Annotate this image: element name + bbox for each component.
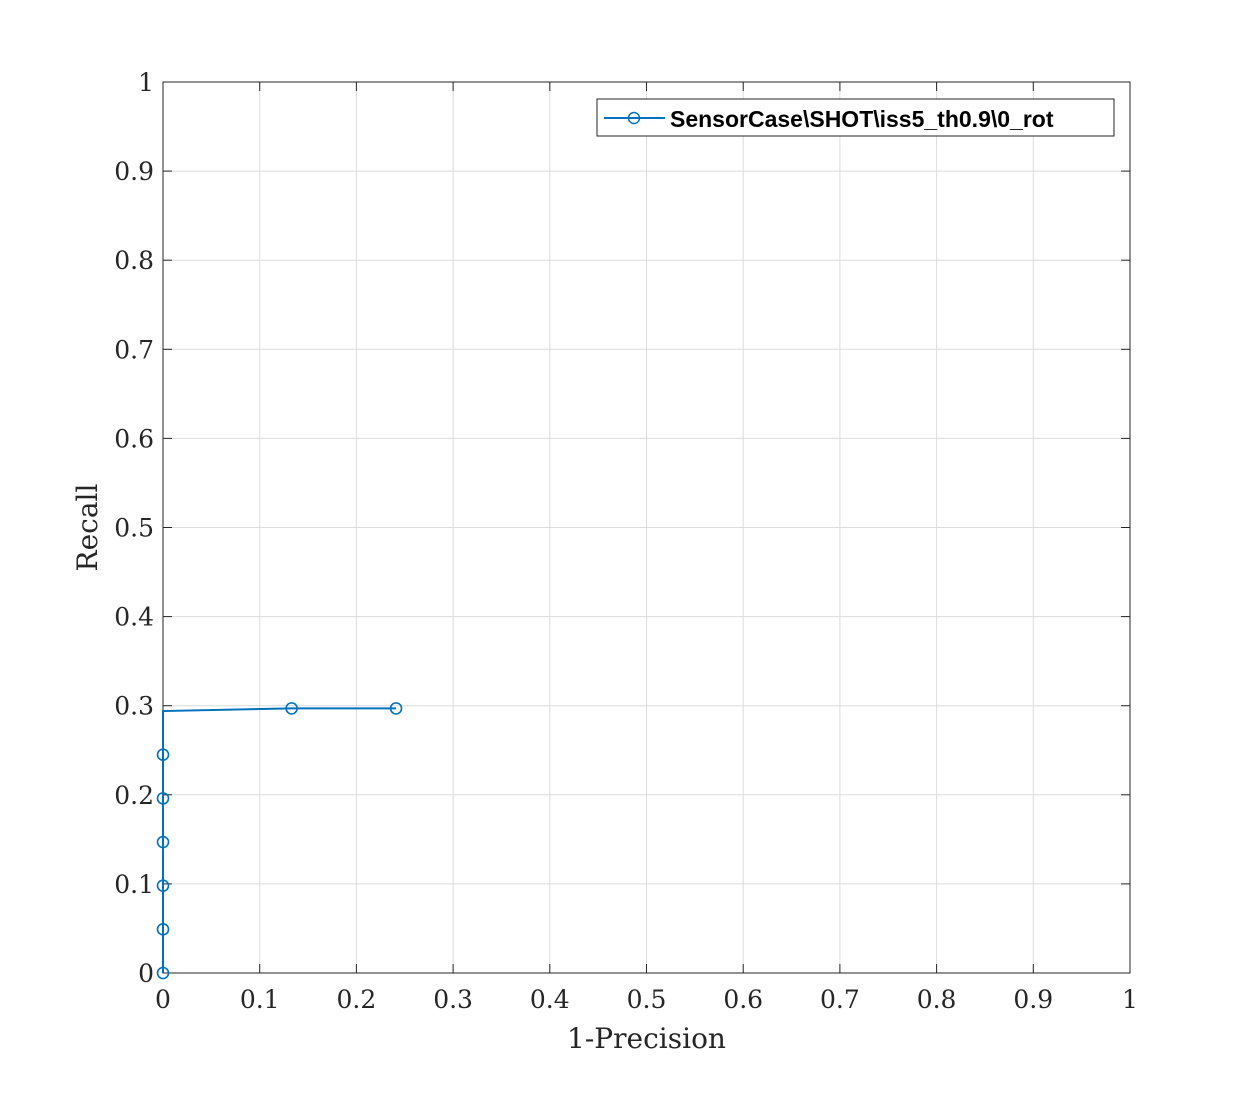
tick-labels: 0 0.1 0.2 0.3 0.4 0.5 0.6 0.7 0.8 0.9 1 0 0.1 0.2 0.3 0… bbox=[114, 68, 1138, 1014]
y-tick-label: 0.8 bbox=[114, 246, 154, 275]
grid bbox=[163, 82, 1130, 973]
y-tick-label: 0.6 bbox=[114, 424, 154, 453]
x-tick-label: 0.3 bbox=[433, 985, 473, 1014]
legend: SensorCase\SHOT\iss5_th0.9\0_rot bbox=[596, 98, 1115, 137]
x-tick-label: 0.6 bbox=[723, 985, 763, 1014]
legend-box bbox=[596, 98, 1115, 137]
y-tick-label: 0.3 bbox=[114, 692, 154, 721]
x-tick-label: 0.4 bbox=[530, 985, 570, 1014]
x-tick-label: 0.2 bbox=[337, 985, 377, 1014]
data-point bbox=[156, 966, 170, 980]
y-tick-label: 0.1 bbox=[114, 870, 154, 899]
data-point bbox=[156, 879, 170, 892]
data-point bbox=[285, 702, 298, 715]
y-tick-label: 0.2 bbox=[114, 781, 154, 810]
x-tick-label: 0 bbox=[155, 985, 171, 1014]
y-tick-label: 0 bbox=[138, 959, 154, 988]
data-point bbox=[389, 702, 403, 715]
x-tick-label: 0.8 bbox=[917, 985, 957, 1014]
series-line bbox=[162, 707, 397, 973]
x-tick-label: 0.1 bbox=[240, 985, 280, 1014]
x-tick-label: 0.9 bbox=[1013, 985, 1053, 1014]
legend-entry-label: SensorCase\SHOT\iss5_th0.9\0_rot bbox=[670, 106, 1054, 132]
x-axis-label: 1-Precision bbox=[567, 1022, 726, 1055]
series-layer bbox=[156, 702, 403, 980]
legend-marker-circle bbox=[627, 111, 641, 125]
x-tick-label: 0.5 bbox=[627, 985, 667, 1014]
y-axis-label: Recall bbox=[71, 483, 104, 571]
data-point bbox=[156, 792, 170, 805]
y-tick-label: 0.5 bbox=[114, 514, 154, 543]
y-tick-label: 1 bbox=[138, 68, 154, 97]
data-point bbox=[156, 835, 170, 849]
y-tick-label: 0.4 bbox=[114, 603, 154, 632]
x-tick-label: 1 bbox=[1122, 985, 1138, 1014]
x-tick-label: 0.7 bbox=[820, 985, 860, 1014]
axes-box bbox=[162, 81, 1131, 974]
y-tick-label: 0.9 bbox=[114, 157, 154, 186]
data-point bbox=[156, 923, 170, 936]
y-tick-label: 0.7 bbox=[114, 335, 154, 364]
data-point bbox=[156, 748, 170, 762]
